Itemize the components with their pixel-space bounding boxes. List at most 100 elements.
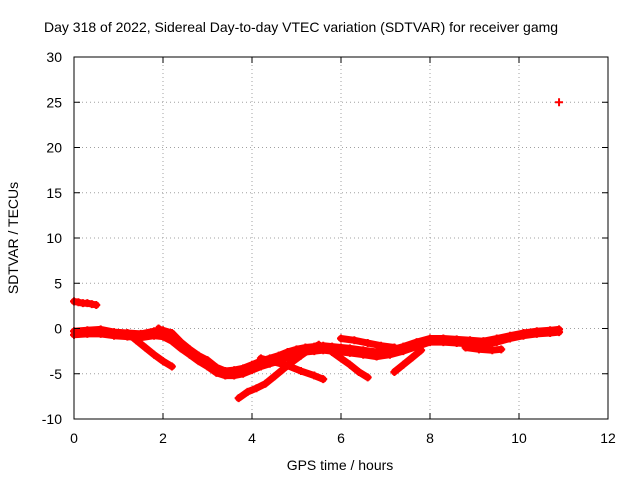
data-point <box>497 345 506 354</box>
data-point <box>506 334 515 343</box>
data-point <box>363 373 372 382</box>
series-trace <box>390 346 425 376</box>
data-point <box>239 369 248 378</box>
data-point <box>194 357 203 366</box>
data-point <box>345 348 354 357</box>
data-point <box>390 343 399 352</box>
data-layer <box>70 98 564 403</box>
data-point <box>234 394 243 403</box>
data-point <box>150 331 159 340</box>
x-tick-label: 10 <box>511 430 527 446</box>
data-point <box>132 336 141 345</box>
data-point <box>296 367 305 376</box>
data-point <box>305 345 314 354</box>
data-point <box>377 341 386 350</box>
data-point <box>461 343 470 352</box>
data-point <box>452 338 461 347</box>
series-tail-lower <box>461 343 506 355</box>
data-point <box>532 329 541 338</box>
x-tick-label: 0 <box>70 430 78 446</box>
data-point <box>150 350 159 359</box>
data-point <box>408 353 417 362</box>
data-point <box>154 324 163 333</box>
data-point <box>314 340 323 349</box>
data-point <box>248 366 256 375</box>
data-point <box>359 350 368 359</box>
data-point <box>354 367 363 376</box>
data-point <box>337 334 345 343</box>
data-point <box>546 329 555 338</box>
data-point <box>96 329 105 338</box>
data-point <box>256 362 265 371</box>
y-tick-label: -10 <box>42 411 62 427</box>
data-point <box>399 360 408 369</box>
data-point <box>163 330 172 339</box>
data-point <box>92 300 101 309</box>
data-point <box>159 357 167 366</box>
y-tick-label: 5 <box>54 275 62 291</box>
data-point <box>519 331 528 340</box>
data-point <box>319 346 328 355</box>
data-point <box>555 98 564 107</box>
data-point <box>488 346 497 355</box>
series-evening-drop <box>390 346 426 376</box>
data-point <box>123 329 132 338</box>
series-cross-up <box>234 340 323 403</box>
data-point <box>412 342 421 351</box>
y-tick-label: 0 <box>54 321 62 337</box>
data-point <box>363 338 372 347</box>
series-trace <box>462 344 505 354</box>
data-point <box>350 336 359 345</box>
y-tick-label: 30 <box>46 49 62 65</box>
data-point <box>372 352 381 361</box>
data-point <box>270 372 279 381</box>
data-point <box>390 367 399 376</box>
data-point <box>181 345 190 354</box>
data-point <box>221 371 230 380</box>
y-tick-label: -5 <box>50 366 63 382</box>
data-point <box>110 331 119 340</box>
data-point <box>417 346 426 355</box>
data-point <box>190 351 199 360</box>
series-mid-drop <box>154 324 199 360</box>
y-tick-label: 25 <box>46 94 62 110</box>
data-point <box>296 351 305 360</box>
y-axis-label: SDTVAR / TECUs <box>5 182 21 294</box>
data-point <box>337 354 345 363</box>
data-point <box>243 387 252 396</box>
data-point <box>167 362 176 371</box>
data-point <box>385 350 394 359</box>
data-point <box>283 353 292 362</box>
series-upper-bump <box>337 334 399 352</box>
series-outlier <box>555 98 564 107</box>
y-tick-label: 20 <box>46 140 62 156</box>
x-tick-label: 12 <box>600 430 616 446</box>
data-point <box>492 338 501 347</box>
y-tick-label: 10 <box>46 230 62 246</box>
data-point <box>172 338 181 347</box>
data-point <box>426 338 434 347</box>
series-cross-down <box>256 354 328 384</box>
data-point <box>439 338 448 347</box>
chart-title: Day 318 of 2022, Sidereal Day-to-day VTE… <box>44 19 558 35</box>
data-point <box>261 379 270 388</box>
x-tick-label: 8 <box>426 430 434 446</box>
data-point <box>83 329 92 338</box>
series-early-drop <box>123 329 176 371</box>
data-point <box>212 368 221 377</box>
data-point <box>555 328 564 337</box>
x-tick-label: 4 <box>248 430 256 446</box>
data-point <box>270 357 279 366</box>
series-trace <box>235 341 323 402</box>
x-tick-label: 2 <box>159 430 167 446</box>
data-point <box>328 348 337 357</box>
series-late-drop <box>328 348 372 382</box>
data-point <box>474 345 483 354</box>
data-point <box>310 371 319 380</box>
data-point <box>256 354 265 363</box>
data-point <box>399 347 408 356</box>
y-tick-label: 15 <box>46 185 62 201</box>
data-point <box>230 371 239 380</box>
